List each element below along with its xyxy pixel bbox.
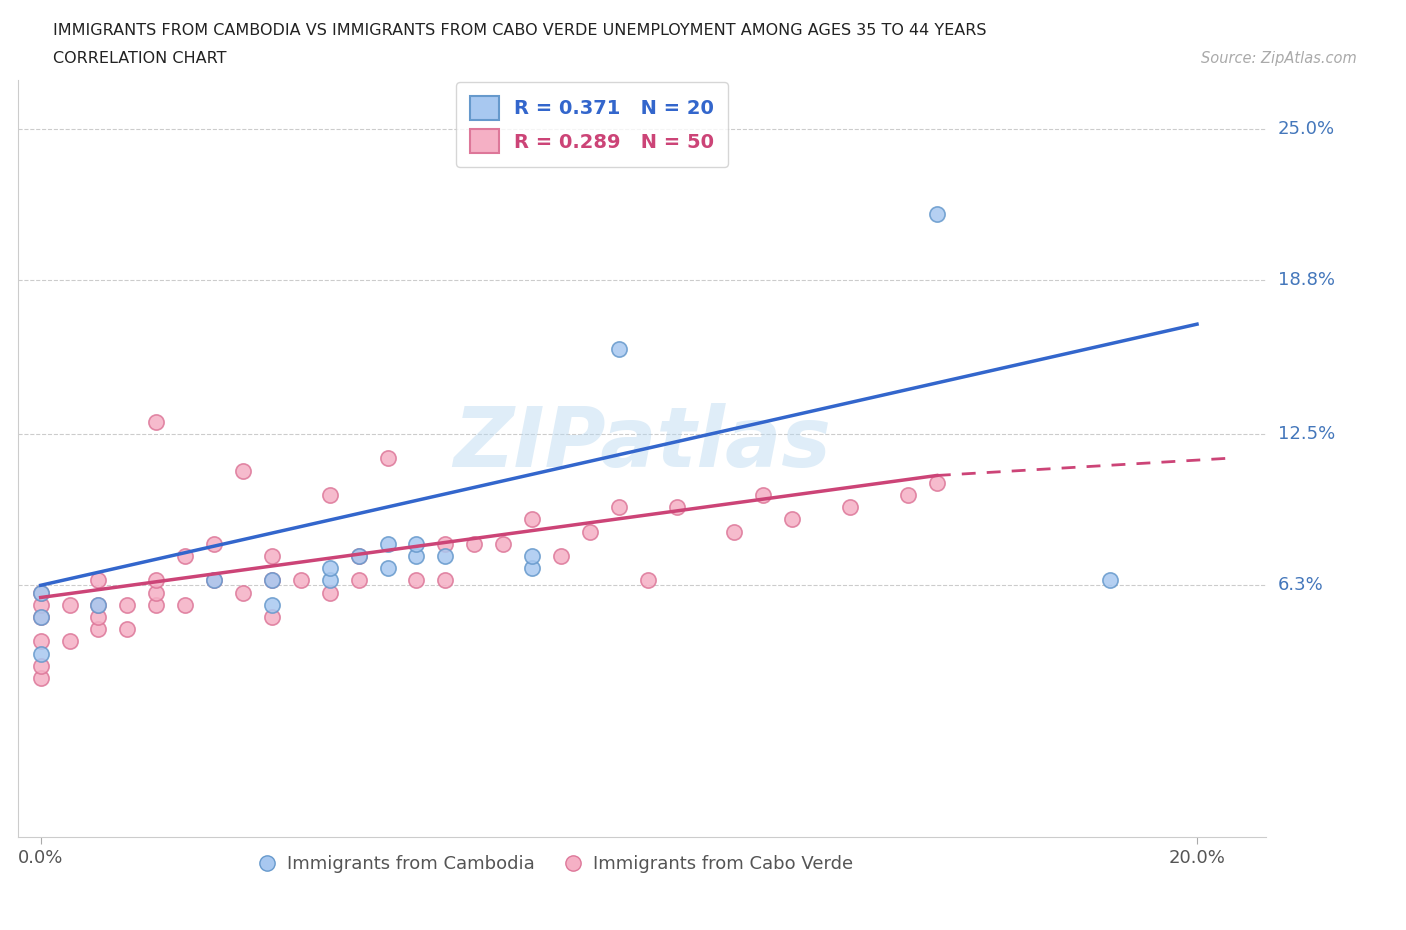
Point: [145, 597, 167, 612]
Point: [145, 585, 167, 600]
Point: [319, 561, 342, 576]
Point: [347, 549, 370, 564]
Point: [637, 573, 659, 588]
Point: [260, 597, 283, 612]
Point: [607, 341, 630, 356]
Point: [782, 512, 804, 527]
Point: [145, 573, 167, 588]
Point: [260, 609, 283, 624]
Point: [665, 499, 688, 514]
Point: [117, 597, 139, 612]
Point: [30, 646, 52, 661]
Text: Source: ZipAtlas.com: Source: ZipAtlas.com: [1201, 51, 1357, 66]
Point: [925, 206, 948, 221]
Point: [579, 525, 602, 539]
Point: [319, 573, 342, 588]
Point: [492, 537, 515, 551]
Point: [434, 549, 457, 564]
Point: [1099, 573, 1122, 588]
Text: 6.3%: 6.3%: [1278, 577, 1323, 594]
Point: [232, 585, 254, 600]
Point: [405, 549, 427, 564]
Point: [58, 634, 80, 649]
Point: [434, 573, 457, 588]
Point: [87, 622, 110, 637]
Point: [174, 597, 197, 612]
Point: [520, 512, 543, 527]
Point: [202, 537, 225, 551]
Point: [405, 537, 427, 551]
Point: [377, 561, 399, 576]
Point: [897, 487, 920, 502]
Point: [87, 609, 110, 624]
Text: 25.0%: 25.0%: [1278, 120, 1334, 138]
Point: [30, 634, 52, 649]
Point: [30, 585, 52, 600]
Text: CORRELATION CHART: CORRELATION CHART: [53, 51, 226, 66]
Point: [290, 573, 312, 588]
Point: [87, 573, 110, 588]
Point: [117, 622, 139, 637]
Text: 18.8%: 18.8%: [1278, 272, 1334, 289]
Point: [319, 585, 342, 600]
Point: [839, 499, 862, 514]
Point: [925, 475, 948, 490]
Point: [520, 561, 543, 576]
Point: [202, 573, 225, 588]
Point: [232, 463, 254, 478]
Point: [752, 487, 775, 502]
Point: [30, 609, 52, 624]
Point: [260, 549, 283, 564]
Point: [30, 658, 52, 673]
Point: [347, 573, 370, 588]
Point: [30, 597, 52, 612]
Point: [87, 597, 110, 612]
Legend: Immigrants from Cambodia, Immigrants from Cabo Verde: Immigrants from Cambodia, Immigrants fro…: [249, 848, 860, 881]
Point: [58, 597, 80, 612]
Point: [30, 609, 52, 624]
Text: 12.5%: 12.5%: [1278, 425, 1334, 443]
Point: [434, 537, 457, 551]
Point: [30, 671, 52, 685]
Point: [463, 537, 485, 551]
Point: [723, 525, 745, 539]
Point: [145, 415, 167, 430]
Point: [405, 573, 427, 588]
Point: [377, 537, 399, 551]
Point: [87, 597, 110, 612]
Point: [202, 573, 225, 588]
Point: [377, 451, 399, 466]
Point: [347, 549, 370, 564]
Text: IMMIGRANTS FROM CAMBODIA VS IMMIGRANTS FROM CABO VERDE UNEMPLOYMENT AMONG AGES 3: IMMIGRANTS FROM CAMBODIA VS IMMIGRANTS F…: [53, 23, 987, 38]
Point: [174, 549, 197, 564]
Point: [520, 549, 543, 564]
Point: [319, 487, 342, 502]
Point: [550, 549, 572, 564]
Point: [260, 573, 283, 588]
Text: ZIPatlas: ZIPatlas: [453, 403, 831, 484]
Point: [607, 499, 630, 514]
Point: [30, 585, 52, 600]
Point: [260, 573, 283, 588]
